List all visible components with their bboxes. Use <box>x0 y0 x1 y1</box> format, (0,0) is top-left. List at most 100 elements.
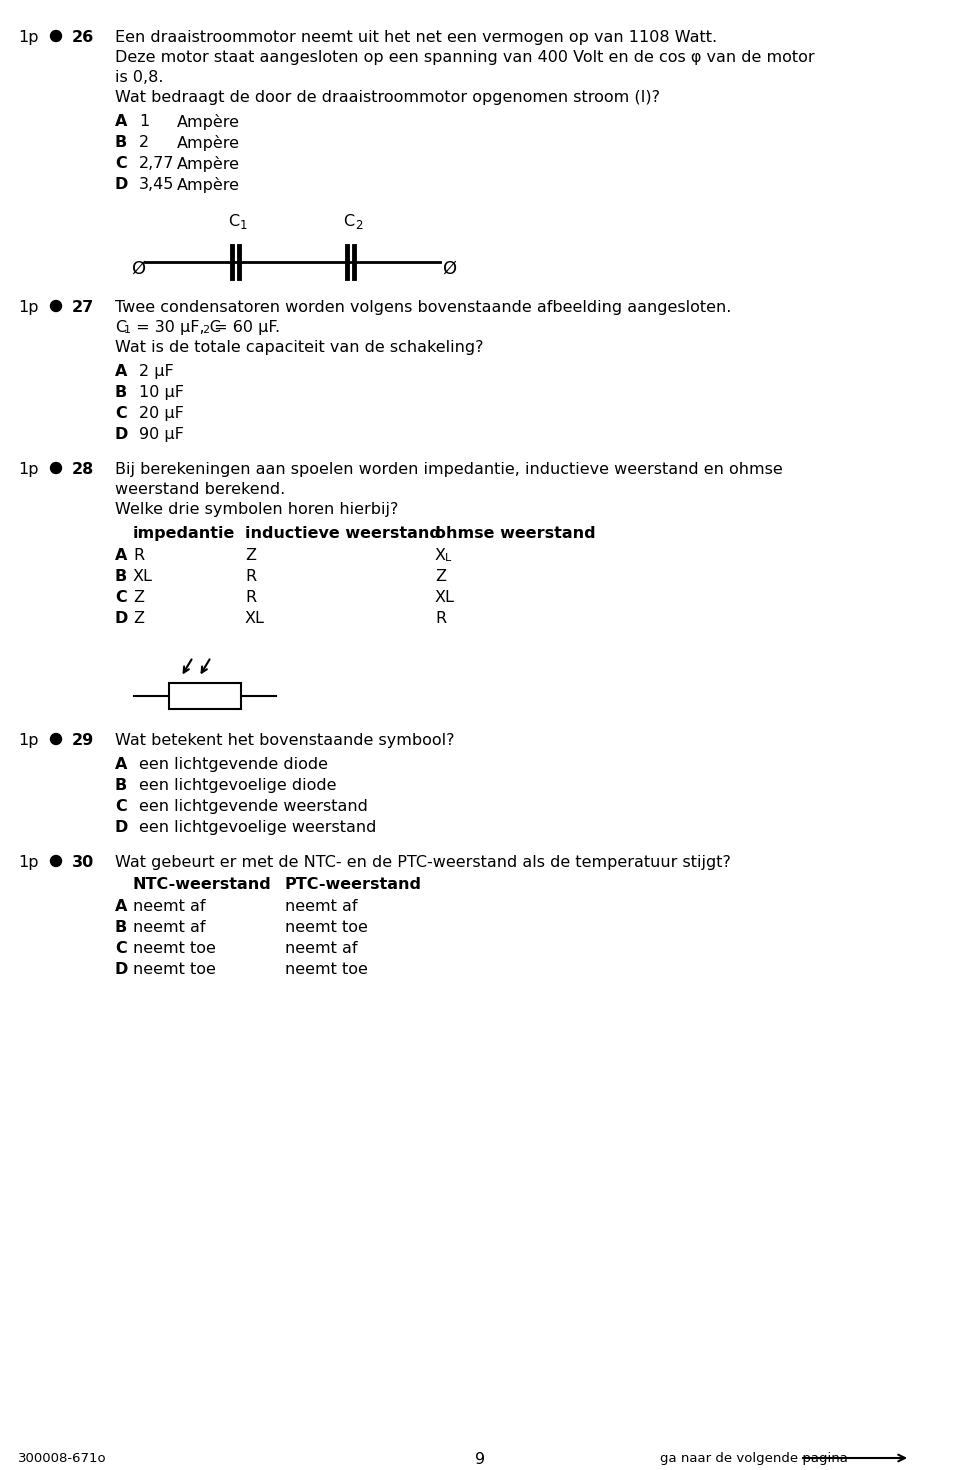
Text: 27: 27 <box>72 300 94 315</box>
Text: 1p: 1p <box>18 734 38 748</box>
Text: een lichtgevoelige diode: een lichtgevoelige diode <box>139 778 337 792</box>
Text: 1p: 1p <box>18 462 38 476</box>
Text: A: A <box>115 548 128 563</box>
Text: 10 μF: 10 μF <box>139 385 184 400</box>
Text: Wat betekent het bovenstaande symbool?: Wat betekent het bovenstaande symbool? <box>115 734 454 748</box>
Text: Wat is de totale capaciteit van de schakeling?: Wat is de totale capaciteit van de schak… <box>115 340 484 354</box>
Text: R: R <box>245 589 256 606</box>
Text: 1: 1 <box>124 325 131 335</box>
Text: neemt toe: neemt toe <box>285 961 368 978</box>
Text: PTC-weerstand: PTC-weerstand <box>285 878 422 892</box>
Text: R: R <box>133 548 144 563</box>
Text: = 30 μF, C: = 30 μF, C <box>131 320 221 335</box>
Text: Z: Z <box>133 612 144 626</box>
Text: D: D <box>115 961 129 978</box>
Text: Z: Z <box>435 569 446 584</box>
Text: 28: 28 <box>72 462 94 476</box>
Text: weerstand berekend.: weerstand berekend. <box>115 482 285 497</box>
Text: C: C <box>228 215 239 229</box>
Text: 2,77: 2,77 <box>139 156 175 171</box>
Circle shape <box>51 463 61 473</box>
Circle shape <box>51 31 61 41</box>
Text: neemt toe: neemt toe <box>133 961 216 978</box>
Text: A: A <box>115 365 128 379</box>
Text: Een draaistroommotor neemt uit het net een vermogen op van 1108 Watt.: Een draaistroommotor neemt uit het net e… <box>115 29 717 46</box>
Text: 30: 30 <box>72 856 94 870</box>
Text: Ampère: Ampère <box>177 135 240 151</box>
Text: Twee condensatoren worden volgens bovenstaande afbeelding aangesloten.: Twee condensatoren worden volgens bovens… <box>115 300 732 315</box>
Text: XL: XL <box>245 612 265 626</box>
Text: B: B <box>115 920 128 935</box>
Text: 2: 2 <box>202 325 209 335</box>
Text: Wat gebeurt er met de NTC- en de PTC-weerstand als de temperatuur stijgt?: Wat gebeurt er met de NTC- en de PTC-wee… <box>115 856 731 870</box>
Text: Ø: Ø <box>131 260 145 278</box>
Text: C: C <box>115 941 127 956</box>
Text: C: C <box>115 800 127 814</box>
Text: = 60 μF.: = 60 μF. <box>209 320 280 335</box>
Text: neemt af: neemt af <box>285 941 357 956</box>
Text: NTC-weerstand: NTC-weerstand <box>133 878 272 892</box>
Text: 20 μF: 20 μF <box>139 406 184 420</box>
Text: ga naar de volgende pagina: ga naar de volgende pagina <box>660 1452 848 1466</box>
Bar <box>169 684 241 709</box>
Text: 29: 29 <box>72 734 94 748</box>
Text: neemt toe: neemt toe <box>133 941 216 956</box>
Text: A: A <box>115 115 128 129</box>
Text: R: R <box>435 612 446 626</box>
Text: 1p: 1p <box>18 29 38 46</box>
Text: B: B <box>115 569 128 584</box>
Text: Welke drie symbolen horen hierbij?: Welke drie symbolen horen hierbij? <box>115 501 398 517</box>
Text: Z: Z <box>133 589 144 606</box>
Text: 2: 2 <box>355 219 363 232</box>
Text: B: B <box>115 135 128 150</box>
Text: L: L <box>445 553 451 563</box>
Text: een lichtgevende weerstand: een lichtgevende weerstand <box>139 800 368 814</box>
Text: 2 μF: 2 μF <box>139 365 174 379</box>
Text: Z: Z <box>245 548 256 563</box>
Text: C: C <box>115 156 127 171</box>
Text: 1p: 1p <box>18 856 38 870</box>
Text: een lichtgevoelige weerstand: een lichtgevoelige weerstand <box>139 820 376 835</box>
Text: XL: XL <box>133 569 153 584</box>
Text: een lichtgevende diode: een lichtgevende diode <box>139 757 328 772</box>
Text: D: D <box>115 820 129 835</box>
Text: inductieve weerstand: inductieve weerstand <box>245 526 441 541</box>
Text: D: D <box>115 612 129 626</box>
Text: 26: 26 <box>72 29 94 46</box>
Text: ohmse weerstand: ohmse weerstand <box>435 526 595 541</box>
Text: neemt af: neemt af <box>133 900 205 914</box>
Text: A: A <box>115 757 128 772</box>
Text: C: C <box>115 406 127 420</box>
Text: D: D <box>115 176 129 193</box>
Text: Deze motor staat aangesloten op een spanning van 400 Volt en de cos φ van de mot: Deze motor staat aangesloten op een span… <box>115 50 815 65</box>
Text: 1: 1 <box>240 219 248 232</box>
Text: 90 μF: 90 μF <box>139 426 184 442</box>
Text: R: R <box>245 569 256 584</box>
Text: Ampère: Ampère <box>177 115 240 129</box>
Text: neemt af: neemt af <box>285 900 357 914</box>
Text: C: C <box>115 320 126 335</box>
Text: A: A <box>115 900 128 914</box>
Text: Bij berekeningen aan spoelen worden impedantie, inductieve weerstand en ohmse: Bij berekeningen aan spoelen worden impe… <box>115 462 782 476</box>
Text: 300008-671o: 300008-671o <box>18 1452 107 1466</box>
Text: B: B <box>115 385 128 400</box>
Text: 9: 9 <box>475 1452 485 1467</box>
Text: B: B <box>115 778 128 792</box>
Text: 1p: 1p <box>18 300 38 315</box>
Circle shape <box>51 734 61 744</box>
Text: X: X <box>435 548 446 563</box>
Text: 1: 1 <box>139 115 149 129</box>
Text: D: D <box>115 426 129 442</box>
Text: neemt toe: neemt toe <box>285 920 368 935</box>
Text: C: C <box>115 589 127 606</box>
Text: 2: 2 <box>139 135 149 150</box>
Text: neemt af: neemt af <box>133 920 205 935</box>
Text: C: C <box>343 215 354 229</box>
Text: impedantie: impedantie <box>133 526 235 541</box>
Text: Ø: Ø <box>442 260 456 278</box>
Circle shape <box>51 856 61 866</box>
Text: Wat bedraagt de door de draaistroommotor opgenomen stroom (I)?: Wat bedraagt de door de draaistroommotor… <box>115 90 660 104</box>
Text: is 0,8.: is 0,8. <box>115 71 163 85</box>
Circle shape <box>51 300 61 312</box>
Text: Ampère: Ampère <box>177 176 240 193</box>
